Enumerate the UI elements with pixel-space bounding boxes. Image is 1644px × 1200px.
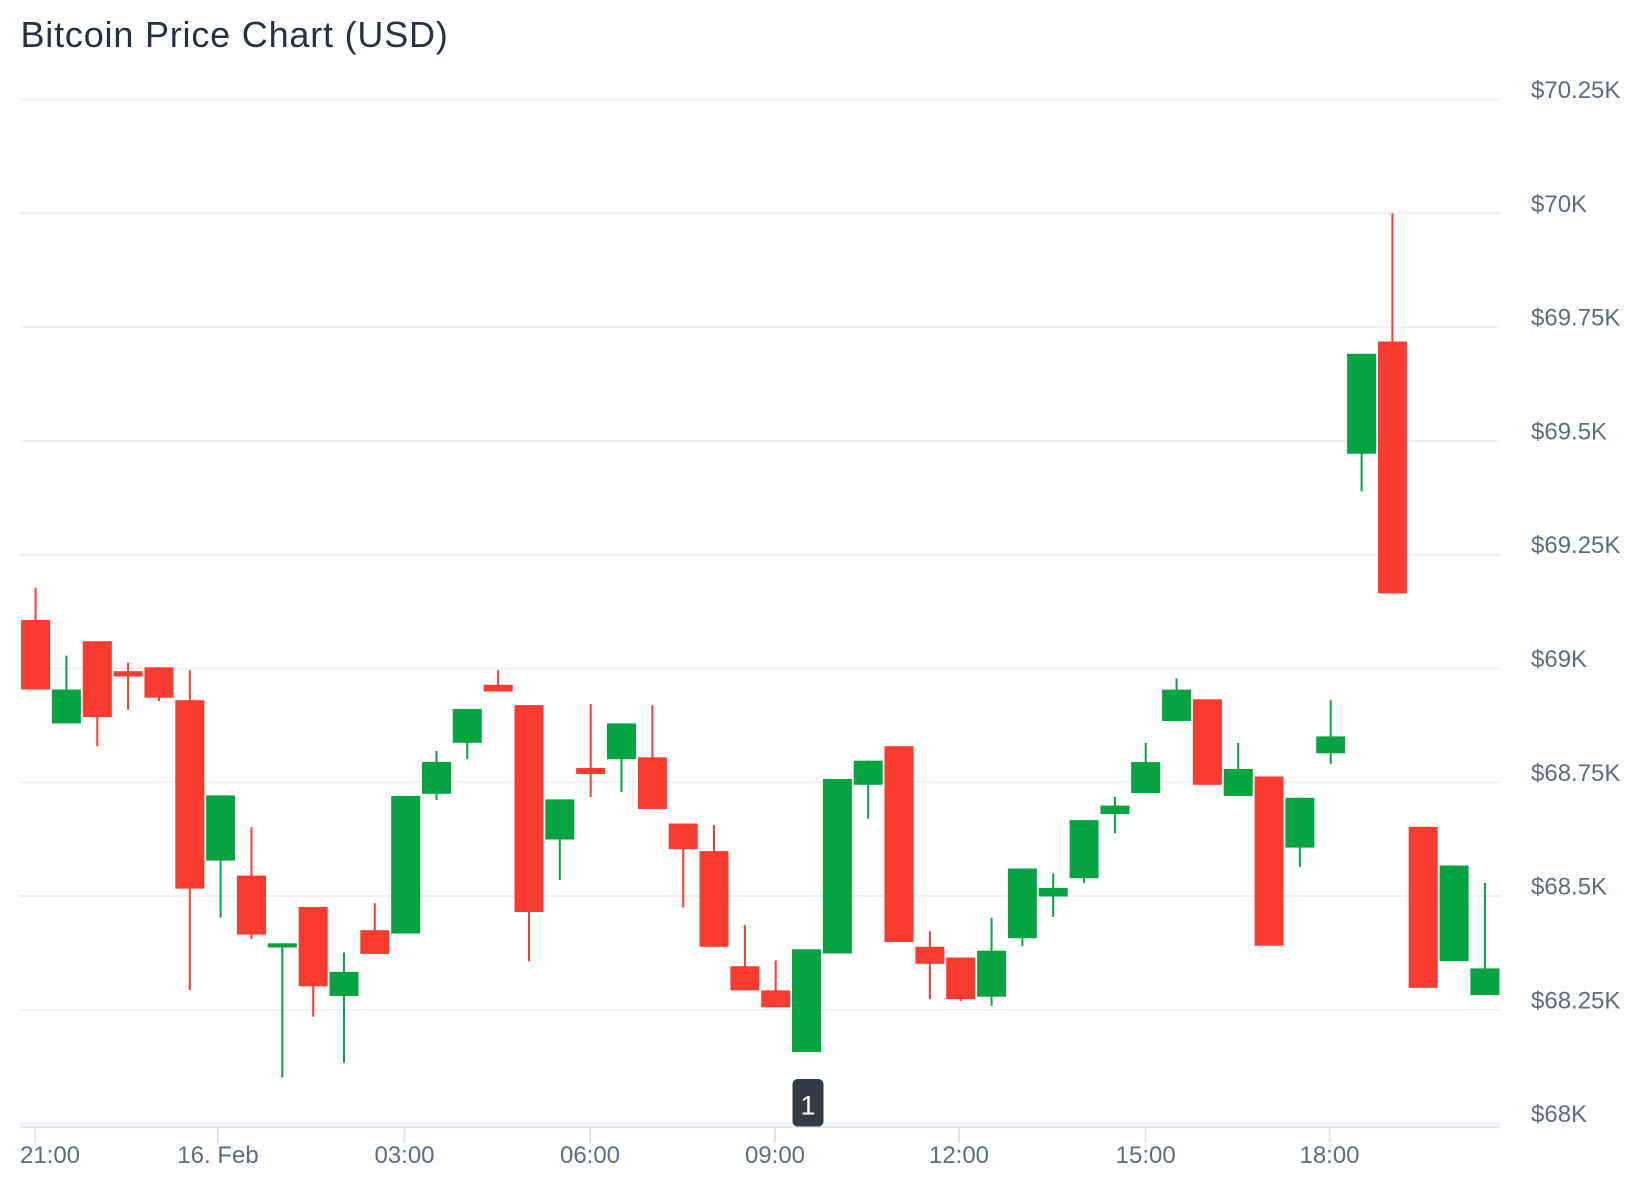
svg-text:15:00: 15:00 xyxy=(1116,1142,1176,1169)
svg-text:12:00: 12:00 xyxy=(929,1142,989,1169)
svg-text:$68.25K: $68.25K xyxy=(1531,987,1620,1014)
svg-text:Bitcoin Price Chart (USD): Bitcoin Price Chart (USD) xyxy=(21,14,449,55)
svg-text:$68K: $68K xyxy=(1531,1101,1587,1128)
svg-text:$68.5K: $68.5K xyxy=(1531,874,1607,901)
svg-text:03:00: 03:00 xyxy=(374,1142,434,1169)
svg-text:$69K: $69K xyxy=(1531,646,1587,673)
svg-text:$70.25K: $70.25K xyxy=(1531,77,1620,104)
svg-text:$68.75K: $68.75K xyxy=(1531,760,1620,787)
svg-text:09:00: 09:00 xyxy=(745,1142,805,1169)
svg-text:06:00: 06:00 xyxy=(560,1142,620,1169)
svg-text:16. Feb: 16. Feb xyxy=(177,1142,258,1169)
svg-text:$70K: $70K xyxy=(1531,191,1587,218)
svg-text:$69.75K: $69.75K xyxy=(1531,305,1620,332)
svg-text:$69.25K: $69.25K xyxy=(1531,532,1620,559)
svg-text:$69.5K: $69.5K xyxy=(1531,418,1607,445)
svg-text:1: 1 xyxy=(800,1091,815,1121)
svg-text:18:00: 18:00 xyxy=(1299,1142,1359,1169)
svg-text:21:00: 21:00 xyxy=(20,1142,80,1169)
